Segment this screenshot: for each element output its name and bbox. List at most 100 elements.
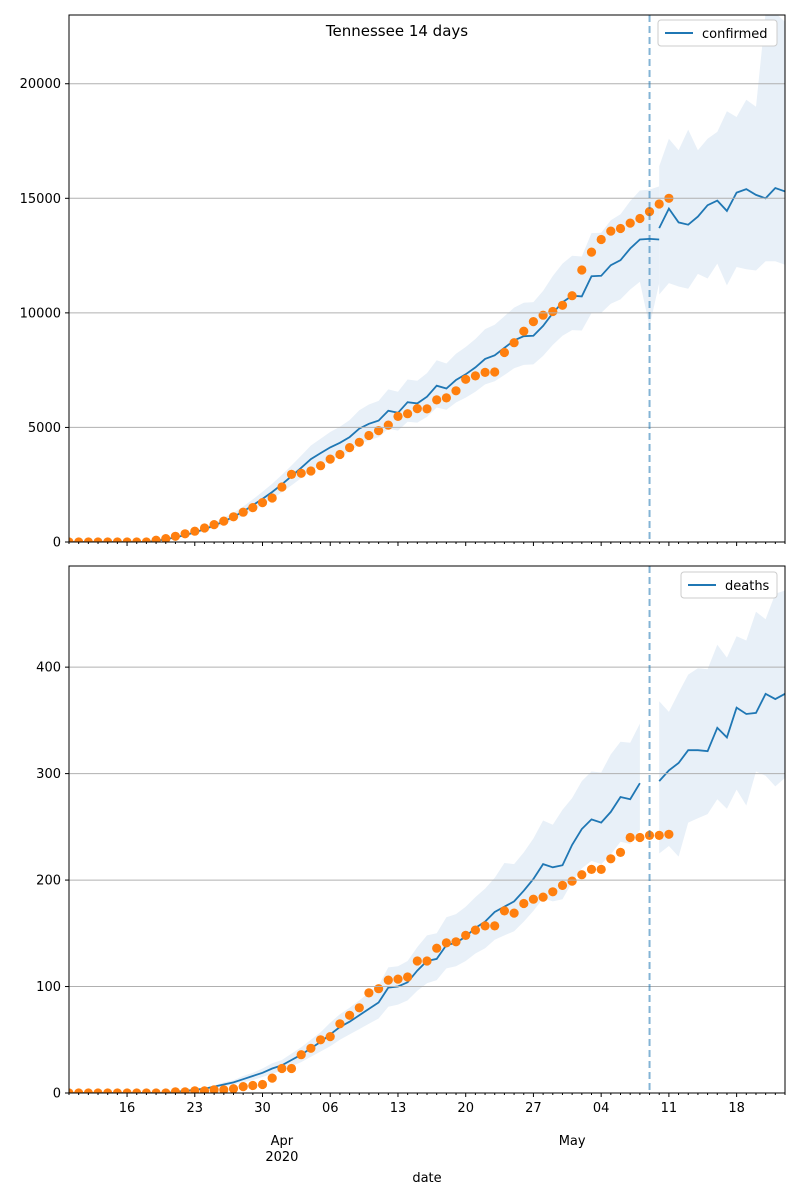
observed-point [654, 830, 664, 841]
confirmed-panel: 0 5000 10000 15000 20000 [20, 14, 786, 551]
observed-point [557, 880, 568, 891]
observed-point [354, 437, 364, 447]
observed-point [577, 870, 587, 880]
y-tick-label: 0 [53, 536, 61, 551]
observed-point [586, 247, 597, 257]
observed-point [451, 386, 461, 396]
x-tick-label: 27 [525, 1101, 542, 1116]
observed-point [432, 943, 442, 953]
observed-point [557, 300, 568, 310]
legend-label-deaths: deaths [725, 579, 770, 594]
x-tick-label: 20 [457, 1101, 474, 1116]
observed-point [170, 1087, 180, 1093]
observed-point [112, 1088, 122, 1093]
observed-point [345, 443, 355, 453]
x-tick-label: 18 [728, 1101, 745, 1116]
observed-point [654, 199, 664, 209]
legend-box [680, 571, 778, 599]
x-axis-label: date [412, 1171, 441, 1186]
observed-point [267, 1073, 277, 1083]
observed-point [644, 207, 655, 217]
observed-point [161, 534, 171, 542]
observed-point [286, 469, 297, 479]
observed-point [122, 537, 132, 542]
x-month-label: May [559, 1134, 586, 1149]
observed-point [306, 466, 316, 476]
observed-point [83, 1088, 93, 1093]
observed-point [180, 529, 190, 539]
observed-point [374, 984, 384, 994]
y-tick-label: 400 [36, 661, 61, 676]
observed-point [383, 420, 393, 430]
observed-point [277, 482, 287, 492]
observed-point [441, 393, 451, 403]
observed-point [141, 537, 151, 542]
observed-point [199, 1086, 210, 1093]
legend-label-confirmed: confirmed [702, 27, 768, 42]
observed-point [132, 1088, 142, 1093]
observed-point [635, 832, 645, 843]
observed-point [509, 908, 519, 918]
confidence-band [69, 186, 660, 542]
observed-point [141, 1088, 151, 1093]
observed-point [567, 876, 577, 886]
forecast-confidence-band [659, 590, 785, 857]
observed-point [615, 223, 626, 234]
x-tick-label: 23 [187, 1101, 204, 1116]
forecast-line [658, 186, 785, 229]
observed-point [219, 516, 229, 526]
legend-box [657, 19, 778, 47]
observed-point [403, 409, 413, 419]
observed-point [528, 894, 539, 904]
observed-point [248, 503, 258, 513]
observed-point [596, 234, 606, 245]
y-tick-label: 0 [53, 1087, 61, 1102]
y-tick-label: 200 [36, 874, 61, 889]
observed-point [277, 1063, 287, 1074]
observed-point [528, 317, 539, 327]
observed-point [664, 829, 674, 839]
observed-point [209, 520, 219, 530]
observed-point [470, 371, 480, 381]
x-month-label: Apr [271, 1134, 294, 1149]
x-tick-label: 30 [254, 1101, 271, 1116]
observed-point [335, 1019, 345, 1029]
observed-point [480, 367, 490, 377]
observed-point [499, 906, 509, 916]
deaths-panel: 0 100 200 300 400 16 23 30 06 13 20 27 04 11 18 Apr2020… [36, 565, 786, 1165]
observed-point [374, 426, 384, 436]
observed-point [567, 291, 577, 301]
observed-point [316, 461, 326, 471]
observed-point [490, 921, 500, 931]
observed-point [190, 526, 200, 536]
observed-point [345, 1010, 355, 1020]
observed-point [112, 537, 122, 542]
observed-point [306, 1043, 316, 1053]
observed-point [257, 498, 268, 508]
observed-point [190, 1086, 200, 1093]
observed-point [461, 374, 471, 384]
observed-point [577, 265, 587, 275]
observed-point [69, 537, 74, 542]
observed-point [69, 1088, 74, 1093]
observed-point [199, 523, 210, 533]
observed-point [238, 1082, 248, 1092]
observed-point [74, 537, 84, 542]
observed-point [548, 887, 558, 897]
observed-point [432, 395, 442, 405]
y-tick-label: 300 [36, 767, 61, 782]
observed-point [519, 898, 529, 909]
observed-point [257, 1079, 268, 1090]
observed-point [393, 974, 403, 984]
observed-point [132, 537, 142, 542]
observed-point [170, 531, 180, 541]
observed-point [470, 925, 480, 935]
plot-area [69, 590, 785, 1093]
observed-point [316, 1035, 326, 1045]
observed-point [519, 326, 529, 336]
forecast-line [658, 692, 785, 782]
y-tick-label: 10000 [20, 306, 61, 321]
legend-deaths: deaths [680, 571, 778, 599]
observed-point [296, 468, 306, 478]
observed-point [93, 1088, 103, 1093]
